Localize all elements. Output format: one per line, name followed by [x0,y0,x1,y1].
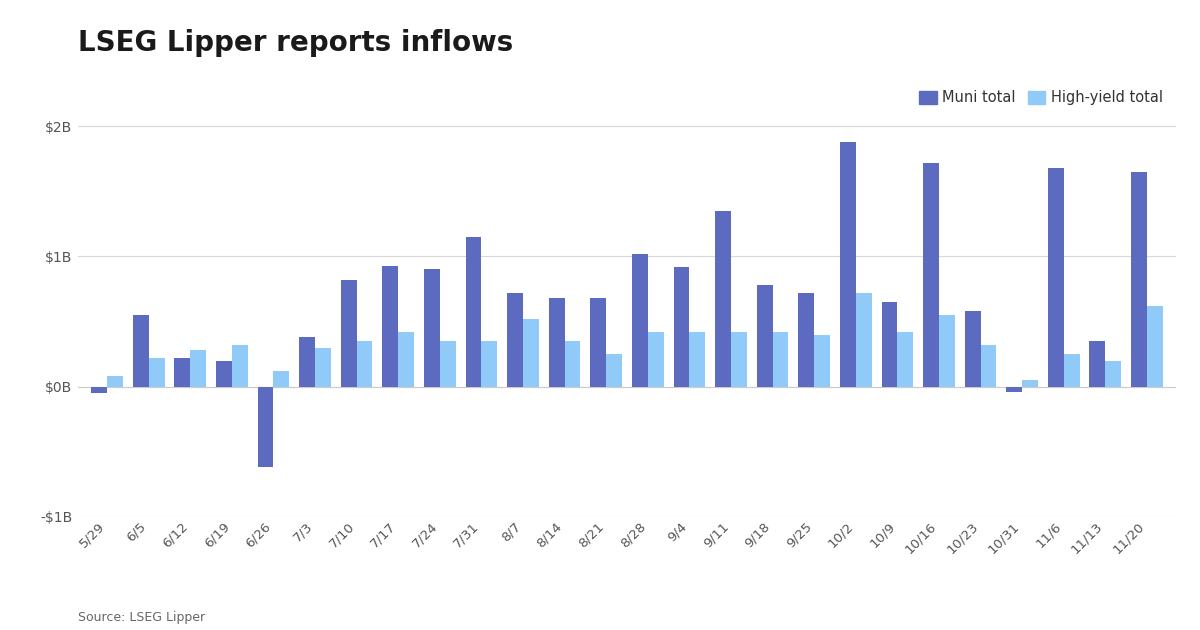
Bar [689,332,706,387]
Bar [1147,306,1163,387]
Bar [773,332,788,387]
Bar [174,358,191,387]
Bar [466,237,481,387]
Bar [632,254,648,387]
Bar [508,293,523,387]
Bar [882,302,898,387]
Bar [731,332,746,387]
Bar [383,266,398,387]
Bar [757,285,773,387]
Bar [1132,172,1147,387]
Bar [1007,387,1022,392]
Bar [898,332,913,387]
Text: LSEG Lipper reports inflows: LSEG Lipper reports inflows [78,29,514,57]
Bar [548,298,565,387]
Bar [590,298,606,387]
Bar [1090,341,1105,387]
Bar [798,293,814,387]
Bar [606,354,622,387]
Bar [965,311,980,387]
Bar [648,332,664,387]
Bar [274,371,289,387]
Bar [316,348,331,387]
Bar [856,293,871,387]
Bar [938,315,955,387]
Bar [565,341,581,387]
Bar [1048,168,1063,387]
Bar [149,358,164,387]
Bar [440,341,456,387]
Bar [133,315,149,387]
Bar [980,345,996,387]
Bar [1063,354,1080,387]
Text: Source: LSEG Lipper: Source: LSEG Lipper [78,610,205,624]
Bar [191,350,206,387]
Bar [299,337,316,387]
Bar [673,267,689,387]
Bar [481,341,497,387]
Bar [840,142,856,387]
Bar [814,335,830,387]
Bar [341,280,356,387]
Bar [715,211,731,387]
Bar [356,341,372,387]
Bar [1105,360,1121,387]
Bar [232,345,247,387]
Bar [91,387,107,393]
Bar [424,270,440,387]
Bar [523,319,539,387]
Bar [1022,380,1038,387]
Bar [216,360,232,387]
Bar [398,332,414,387]
Bar [258,387,274,467]
Legend: Muni total, High-yield total: Muni total, High-yield total [913,84,1169,111]
Bar [923,163,938,387]
Bar [107,376,122,387]
